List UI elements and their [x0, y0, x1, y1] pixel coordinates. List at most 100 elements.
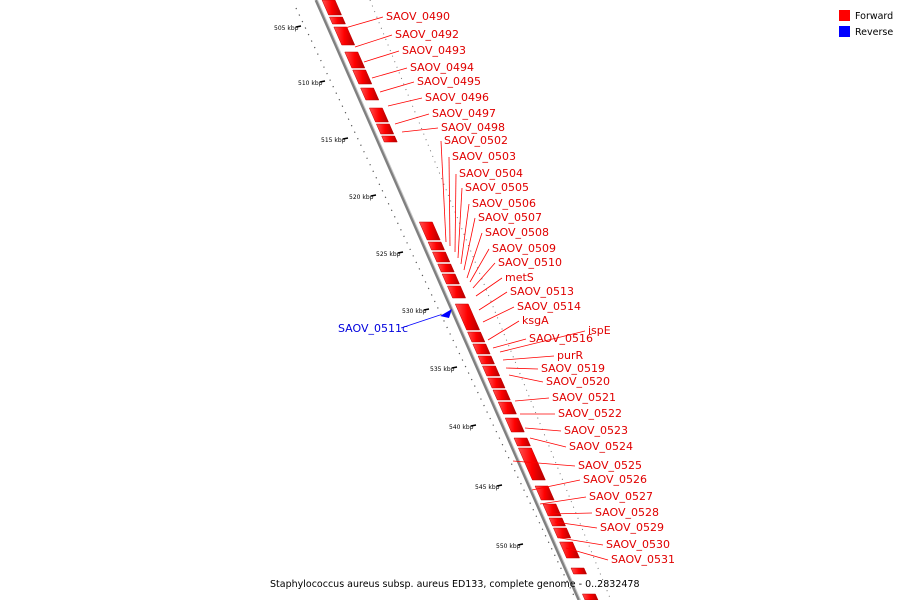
forward-gene-block[interactable] — [344, 51, 366, 69]
forward-gene-block[interactable] — [482, 365, 501, 377]
reverse-gene-label[interactable]: SAOV_0511c — [338, 322, 408, 335]
forward-gene-block[interactable] — [432, 251, 451, 263]
forward-gene-leader — [559, 537, 604, 546]
forward-gene-label[interactable]: SAOV_0527 — [589, 490, 653, 503]
genome-backbone-highlight — [317, 0, 581, 600]
legend-swatch-forward — [839, 10, 850, 21]
forward-gene-label[interactable]: SAOV_0524 — [569, 440, 633, 453]
forward-gene-block[interactable] — [559, 541, 580, 559]
forward-gene-label[interactable]: SAOV_0514 — [517, 300, 581, 313]
legend-label-forward: Forward — [855, 11, 893, 22]
forward-gene-block[interactable] — [570, 567, 587, 575]
forward-gene-label[interactable]: SAOV_0498 — [441, 121, 505, 134]
forward-gene-label[interactable]: metS — [505, 271, 534, 284]
forward-gene-block[interactable] — [418, 221, 441, 241]
forward-gene-block[interactable] — [542, 503, 562, 517]
forward-gene-leader — [524, 427, 562, 432]
forward-gene-label[interactable]: SAOV_0490 — [386, 10, 450, 23]
forward-gene-label[interactable]: SAOV_0494 — [410, 61, 474, 74]
forward-gene-label[interactable]: SAOV_0522 — [558, 407, 622, 420]
forward-gene-label[interactable]: SAOV_0492 — [395, 28, 459, 41]
forward-gene-leader — [448, 156, 451, 247]
gene-blocks — [321, 0, 599, 600]
forward-gene-label[interactable]: SAOV_0495 — [417, 75, 481, 88]
forward-gene-block[interactable] — [427, 241, 445, 251]
forward-gene-label[interactable]: ksgA — [522, 314, 549, 327]
forward-gene-label[interactable]: SAOV_0508 — [485, 226, 549, 239]
forward-gene-label[interactable]: SAOV_0505 — [465, 181, 529, 194]
forward-gene-label[interactable]: SAOV_0504 — [459, 167, 523, 180]
forward-gene-label[interactable]: SAOV_0530 — [606, 538, 670, 551]
forward-gene-label[interactable]: SAOV_0525 — [578, 459, 642, 472]
forward-gene-block[interactable] — [375, 123, 395, 135]
forward-gene-label[interactable]: SAOV_0528 — [595, 506, 659, 519]
forward-gene-block[interactable] — [446, 285, 467, 299]
forward-gene-label[interactable]: SAOV_0510 — [498, 256, 562, 269]
scale-tick-mark — [370, 194, 377, 197]
forward-gene-leader — [379, 81, 415, 93]
forward-gene-block[interactable] — [441, 273, 460, 285]
forward-gene-label[interactable]: SAOV_0503 — [452, 150, 516, 163]
forward-gene-label[interactable]: SAOV_0507 — [478, 211, 542, 224]
forward-gene-block[interactable] — [360, 87, 380, 101]
scale-ticks: 505 kbp 510 kbp 515 kbp 520 kbp 525 kbp 530 k… — [274, 25, 524, 550]
forward-gene-block[interactable] — [553, 527, 572, 539]
scale-tick-mark — [342, 137, 349, 140]
forward-gene-label[interactable]: SAOV_0509 — [492, 242, 556, 255]
forward-gene-block[interactable] — [321, 0, 342, 16]
forward-gene-leader — [475, 277, 503, 297]
forward-gene-label[interactable]: SAOV_0502 — [444, 134, 508, 147]
forward-gene-label[interactable]: SAOV_0531 — [611, 553, 675, 566]
scale-tick-mark — [496, 484, 503, 487]
forward-gene-label[interactable]: SAOV_0493 — [402, 44, 466, 57]
forward-gene-block[interactable] — [381, 135, 398, 143]
forward-gene-label[interactable]: SAOV_0516 — [529, 332, 593, 345]
forward-gene-block[interactable] — [467, 331, 486, 343]
forward-gene-block[interactable] — [492, 389, 511, 401]
forward-gene-block[interactable] — [487, 377, 506, 389]
scale-tick-mark — [295, 25, 302, 28]
forward-gene-block[interactable] — [517, 447, 546, 481]
forward-gene-label[interactable]: SAOV_0497 — [432, 107, 496, 120]
forward-gene-block[interactable] — [513, 437, 531, 447]
forward-gene-leader — [549, 512, 593, 515]
scale-tick-mark — [319, 80, 326, 83]
forward-gene-label[interactable]: SAOV_0529 — [600, 521, 664, 534]
forward-gene-leader — [472, 262, 496, 289]
forward-gene-block[interactable] — [333, 26, 356, 46]
forward-gene-leader — [354, 34, 393, 48]
scale-tick-label: 505 kbp — [274, 25, 299, 32]
forward-gene-leader — [529, 437, 567, 448]
forward-gene-block[interactable] — [477, 355, 495, 365]
forward-gene-leader — [460, 203, 470, 265]
forward-gene-label[interactable]: purR — [557, 349, 583, 362]
forward-gene-block[interactable] — [581, 593, 599, 600]
forward-gene-label[interactable]: SAOV_0520 — [546, 375, 610, 388]
forward-gene-block[interactable] — [437, 263, 455, 273]
forward-gene-label[interactable]: SAOV_0519 — [541, 362, 605, 375]
genome-caption: Staphylococcus aureus subsp. aureus ED13… — [270, 579, 640, 590]
forward-gene-label[interactable]: SAOV_0513 — [510, 285, 574, 298]
forward-gene-block[interactable] — [534, 485, 555, 501]
forward-gene-block[interactable] — [504, 417, 525, 433]
legend-swatch-reverse — [839, 26, 850, 37]
forward-gene-block[interactable] — [497, 401, 517, 415]
forward-gene-leader — [482, 306, 515, 323]
forward-gene-block[interactable] — [472, 343, 491, 355]
reverse-gene-marker[interactable] — [440, 309, 452, 318]
forward-gene-leader — [531, 479, 581, 491]
forward-gene-block[interactable] — [368, 107, 389, 123]
forward-gene-label[interactable]: SAOV_0521 — [552, 391, 616, 404]
forward-gene-label[interactable]: SAOV_0523 — [564, 424, 628, 437]
forward-gene-block[interactable] — [454, 303, 481, 331]
scale-tick-label: 530 kbp — [402, 308, 427, 315]
forward-gene-block[interactable] — [329, 16, 346, 25]
forward-gene-block[interactable] — [352, 69, 373, 85]
forward-gene-leader — [440, 140, 447, 243]
scale-tick-mark — [517, 543, 524, 546]
forward-gene-label[interactable]: SAOV_0526 — [583, 473, 647, 486]
forward-gene-leader — [502, 355, 555, 361]
forward-gene-label[interactable]: SAOV_0496 — [425, 91, 489, 104]
forward-gene-label[interactable]: SAOV_0506 — [472, 197, 536, 210]
forward-gene-label[interactable]: ispE — [588, 324, 611, 337]
